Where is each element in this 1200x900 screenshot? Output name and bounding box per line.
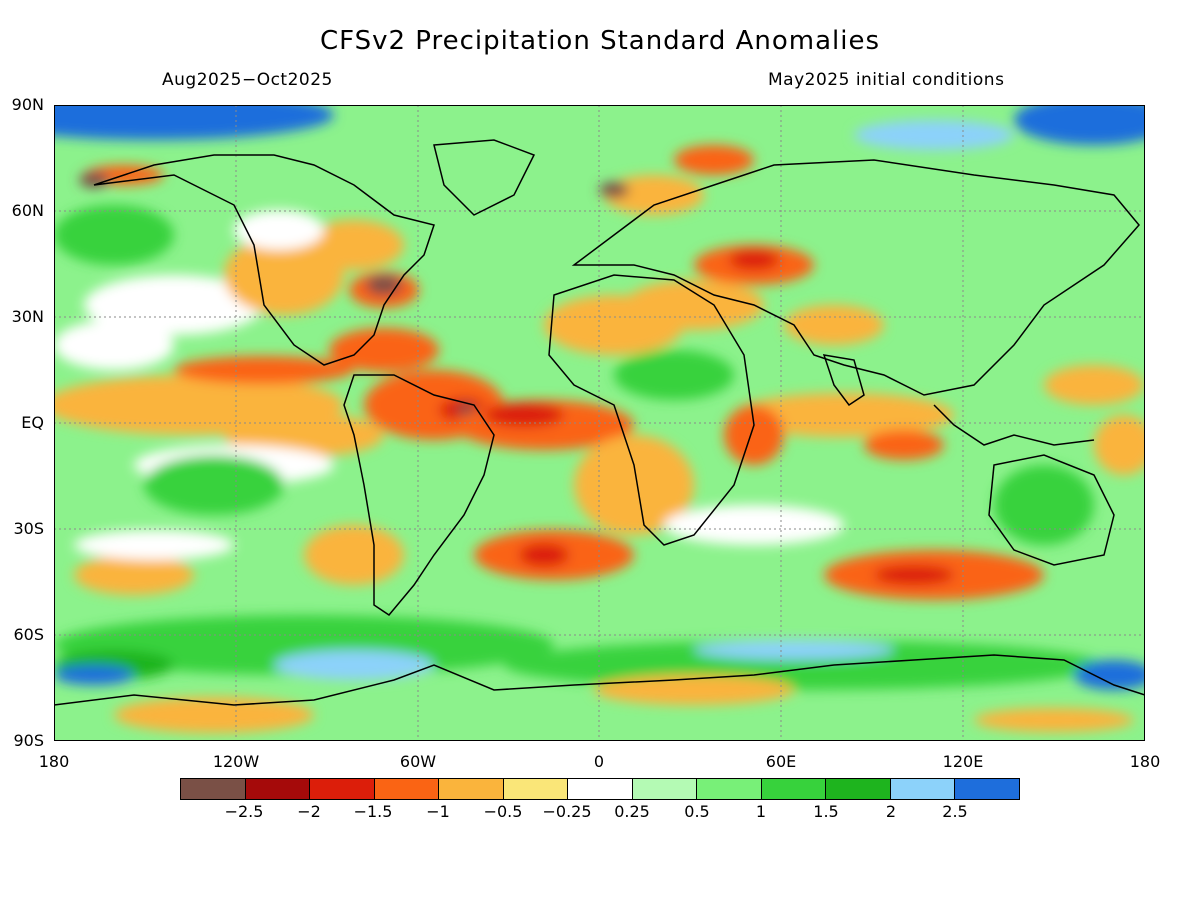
colorbar-swatch [439, 779, 504, 799]
colorbar-label: −0.5 [483, 802, 523, 821]
lat-label-60n: 60N [11, 201, 44, 220]
colorbar-swatch [245, 779, 311, 799]
lat-label-30n: 30N [11, 307, 44, 326]
lon-label-0: 0 [593, 752, 605, 771]
colorbar-swatch [374, 779, 440, 799]
colorbar-label: 2.5 [942, 802, 968, 821]
map-frame [54, 105, 1145, 741]
lat-label-30s: 30S [13, 519, 44, 538]
colorbar-swatch [955, 779, 1019, 799]
chart-title: CFSv2 Precipitation Standard Anomalies [319, 26, 881, 56]
lat-label-90s: 90S [13, 731, 44, 750]
coastlines [54, 139, 1145, 706]
colorbar-swatch [181, 779, 246, 799]
colorbar-label: 0.25 [614, 802, 650, 821]
lat-label-eq: EQ [21, 413, 44, 432]
colorbar-label: −0.25 [542, 802, 592, 821]
colorbar-label: −1.5 [353, 802, 393, 821]
lon-label-120w: 120W [212, 752, 260, 771]
colorbar-label: −1 [426, 802, 450, 821]
colorbar-swatch [568, 779, 633, 799]
colorbar-swatch [890, 779, 956, 799]
grid-lines [54, 105, 1145, 741]
colorbar-swatch [761, 779, 827, 799]
lat-label-90n: 90N [11, 95, 44, 114]
colorbar-label: −2 [297, 802, 321, 821]
colorbar-swatch [310, 779, 375, 799]
colorbar-label: 0.5 [684, 802, 710, 821]
colorbar-label: −2.5 [224, 802, 264, 821]
colorbar-label: 2 [885, 802, 897, 821]
forecast-period: Aug2025−Oct2025 [162, 70, 333, 90]
colorbar-swatch [697, 779, 762, 799]
colorbar-label: 1.5 [813, 802, 839, 821]
lon-label-60e: 60E [765, 752, 797, 771]
lon-label-180e: 180 [1129, 752, 1161, 771]
lon-label-60w: 60W [399, 752, 437, 771]
anomaly-map [54, 105, 1145, 741]
lat-label-60s: 60S [13, 625, 44, 644]
initial-conditions: May2025 initial conditions [768, 70, 1005, 90]
colorbar-label: 1 [755, 802, 767, 821]
anomaly-field [54, 105, 1145, 741]
colorbar-swatch [503, 779, 569, 799]
colorbar-swatch [632, 779, 698, 799]
lon-label-180w: 180 [38, 752, 70, 771]
colorbar-swatch [826, 779, 891, 799]
colorbar [180, 778, 1020, 800]
lon-label-120e: 120E [942, 752, 984, 771]
